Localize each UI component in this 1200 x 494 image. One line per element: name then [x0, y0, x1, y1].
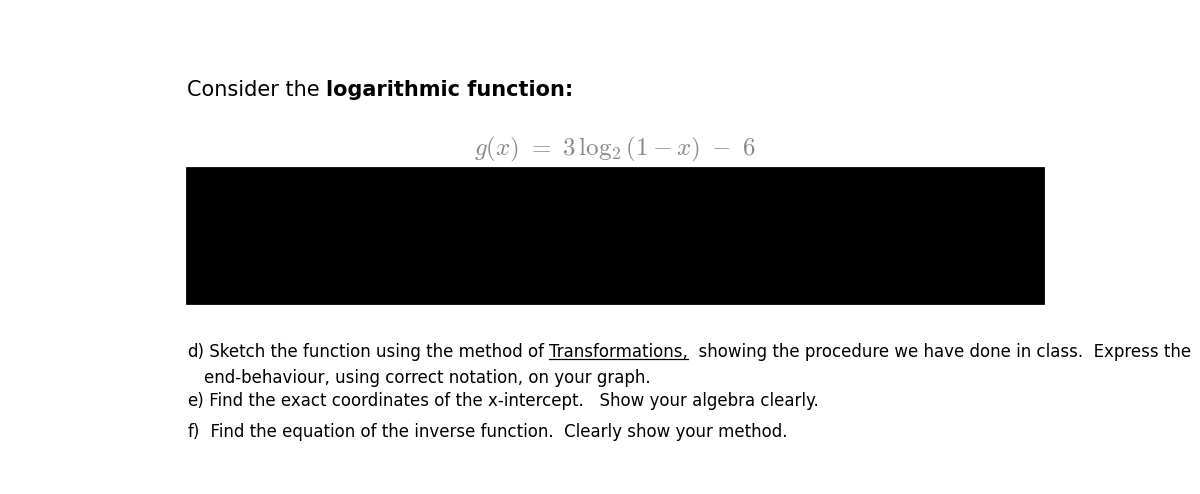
Text: $g(x)\ =\ 3\,\log_2(1-x)\ -\ 6$: $g(x)\ =\ 3\,\log_2(1-x)\ -\ 6$ [474, 135, 756, 165]
Text: Find the exact coordinates of the x-intercept.   Show your algebra clearly.: Find the exact coordinates of the x-inte… [204, 392, 818, 410]
Text: d): d) [187, 343, 204, 361]
Text: Sketch the function using the method of: Sketch the function using the method of [204, 343, 550, 361]
Text: end-behaviour, using correct notation, on your graph.: end-behaviour, using correct notation, o… [204, 370, 650, 387]
Text: logarithmic function:: logarithmic function: [326, 80, 574, 100]
Text: showing the procedure we have done in class.  Express the: showing the procedure we have done in cl… [689, 343, 1192, 361]
Text: Transformations,: Transformations, [550, 343, 689, 361]
Text: Find the equation of the inverse function.  Clearly show your method.: Find the equation of the inverse functio… [199, 422, 787, 441]
Text: e): e) [187, 392, 204, 410]
Text: f): f) [187, 422, 199, 441]
Text: Consider the: Consider the [187, 80, 326, 100]
